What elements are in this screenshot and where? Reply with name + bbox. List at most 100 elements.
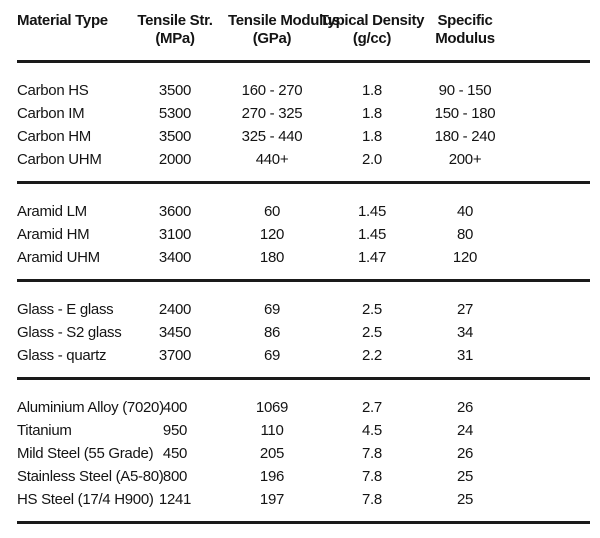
cell-tensile-modulus: 205	[259, 445, 285, 462]
table-row: Stainless Steel (A5-80) 800 196 7.8 25	[17, 465, 590, 488]
cell-material: HS Steel (17/4 H900)	[17, 491, 154, 508]
cell-material: Carbon HM	[17, 128, 91, 145]
cell-spacer	[502, 102, 590, 125]
cell-spacer	[502, 379, 590, 420]
cell-spacer	[502, 148, 590, 183]
cell-tensile-modulus: 180	[259, 249, 285, 266]
cell-typical-density: 1.8	[362, 128, 382, 145]
cell-tensile-strength: 3100	[158, 226, 192, 243]
cell-spacer	[502, 321, 590, 344]
cell-tensile-modulus: 1069	[255, 399, 289, 416]
cell-material: Aramid LM	[17, 203, 87, 220]
table-row: Carbon UHM 2000 440+ 2.0 200+	[17, 148, 590, 183]
group-aramid: Aramid LM 3600 60 1.45 40 Aramid HM 3100…	[17, 183, 590, 281]
header-unit: (MPa)	[155, 30, 195, 47]
cell-specific-modulus: 24	[456, 422, 474, 439]
cell-tensile-strength: 450	[162, 445, 188, 462]
cell-typical-density: 2.5	[362, 301, 382, 318]
header-spacer	[502, 8, 590, 62]
group-glass: Glass - E glass 2400 69 2.5 27 Glass - S…	[17, 281, 590, 379]
group-carbon: Carbon HS 3500 160 - 270 1.8 90 - 150 Ca…	[17, 62, 590, 183]
cell-tensile-strength: 950	[162, 422, 188, 439]
column-header-tensile-strength: Tensile Str. (MPa)	[122, 8, 228, 62]
cell-tensile-strength: 400	[162, 399, 188, 416]
cell-specific-modulus: 27	[456, 301, 474, 318]
cell-specific-modulus: 150 - 180	[434, 105, 496, 122]
material-properties-table: Material Type Tensile Str. (MPa) Tensile…	[17, 8, 590, 524]
cell-tensile-modulus: 86	[263, 324, 281, 341]
cell-typical-density: 7.8	[362, 468, 382, 485]
table-header: Material Type Tensile Str. (MPa) Tensile…	[17, 8, 590, 62]
cell-typical-density: 2.2	[362, 347, 382, 364]
cell-tensile-modulus: 60	[263, 203, 281, 220]
table-row: Carbon IM 5300 270 - 325 1.8 150 - 180	[17, 102, 590, 125]
column-header-material-type: Material Type	[17, 8, 122, 62]
cell-typical-density: 4.5	[362, 422, 382, 439]
cell-tensile-strength: 1241	[158, 491, 192, 508]
cell-material: Aramid UHM	[17, 249, 100, 266]
table-row: HS Steel (17/4 H900) 1241 197 7.8 25	[17, 488, 590, 523]
cell-tensile-strength: 3700	[158, 347, 192, 364]
table-row: Glass - S2 glass 3450 86 2.5 34	[17, 321, 590, 344]
cell-material: Carbon IM	[17, 105, 85, 122]
cell-tensile-strength: 5300	[158, 105, 192, 122]
header-label: Material Type	[17, 12, 108, 29]
cell-tensile-modulus: 270 - 325	[241, 105, 303, 122]
cell-spacer	[502, 465, 590, 488]
cell-specific-modulus: 40	[456, 203, 474, 220]
cell-material: Stainless Steel (A5-80)	[17, 468, 164, 485]
cell-spacer	[502, 223, 590, 246]
cell-material: Glass - S2 glass	[17, 324, 122, 341]
cell-specific-modulus: 120	[452, 249, 478, 266]
cell-specific-modulus: 26	[456, 445, 474, 462]
cell-material: Glass - E glass	[17, 301, 114, 318]
cell-typical-density: 7.8	[362, 491, 382, 508]
table-row: Glass - quartz 3700 69 2.2 31	[17, 344, 590, 379]
cell-typical-density: 1.45	[358, 226, 386, 243]
cell-specific-modulus: 31	[456, 347, 474, 364]
cell-tensile-strength: 3500	[158, 82, 192, 99]
header-label: Modulus	[435, 30, 495, 47]
cell-specific-modulus: 90 - 150	[438, 82, 492, 99]
cell-typical-density: 1.8	[362, 82, 382, 99]
cell-specific-modulus: 25	[456, 468, 474, 485]
table-row: Glass - E glass 2400 69 2.5 27	[17, 281, 590, 322]
cell-specific-modulus: 180 - 240	[434, 128, 496, 145]
table-row: Aluminium Alloy (7020) 400 1069 2.7 26	[17, 379, 590, 420]
table-row: Aramid LM 3600 60 1.45 40	[17, 183, 590, 224]
cell-spacer	[502, 62, 590, 103]
cell-typical-density: 2.7	[362, 399, 382, 416]
cell-specific-modulus: 80	[456, 226, 474, 243]
cell-spacer	[502, 125, 590, 148]
cell-tensile-modulus: 325 - 440	[241, 128, 303, 145]
cell-tensile-modulus: 160 - 270	[241, 82, 303, 99]
cell-typical-density: 1.8	[362, 105, 382, 122]
cell-tensile-modulus: 110	[260, 422, 284, 439]
cell-specific-modulus: 26	[456, 399, 474, 416]
table-row: Titanium 950 110 4.5 24	[17, 419, 590, 442]
cell-tensile-strength: 3450	[158, 324, 192, 341]
cell-typical-density: 2.5	[362, 324, 382, 341]
header-unit: (g/cc)	[352, 30, 392, 47]
cell-material: Glass - quartz	[17, 347, 107, 364]
header-label: Tensile Modulus	[228, 12, 340, 29]
cell-spacer	[502, 281, 590, 322]
cell-tensile-modulus: 69	[263, 301, 281, 318]
header-label: Typical Density	[319, 12, 425, 29]
cell-tensile-modulus: 69	[263, 347, 281, 364]
cell-tensile-strength: 3600	[158, 203, 192, 220]
column-header-tensile-modulus: Tensile Modulus (GPa)	[228, 8, 340, 62]
cell-spacer	[502, 183, 590, 224]
material-properties-page: Material Type Tensile Str. (MPa) Tensile…	[17, 8, 590, 524]
cell-material: Carbon UHM	[17, 151, 102, 168]
cell-tensile-strength: 800	[162, 468, 188, 485]
header-unit: (GPa)	[252, 30, 292, 47]
cell-specific-modulus: 34	[456, 324, 474, 341]
cell-tensile-strength: 3400	[158, 249, 192, 266]
cell-material: Aluminium Alloy (7020)	[17, 399, 164, 416]
cell-typical-density: 1.45	[358, 203, 386, 220]
cell-spacer	[502, 419, 590, 442]
cell-specific-modulus: 25	[456, 491, 474, 508]
cell-tensile-modulus: 440+	[255, 151, 289, 168]
cell-tensile-modulus: 197	[259, 491, 285, 508]
